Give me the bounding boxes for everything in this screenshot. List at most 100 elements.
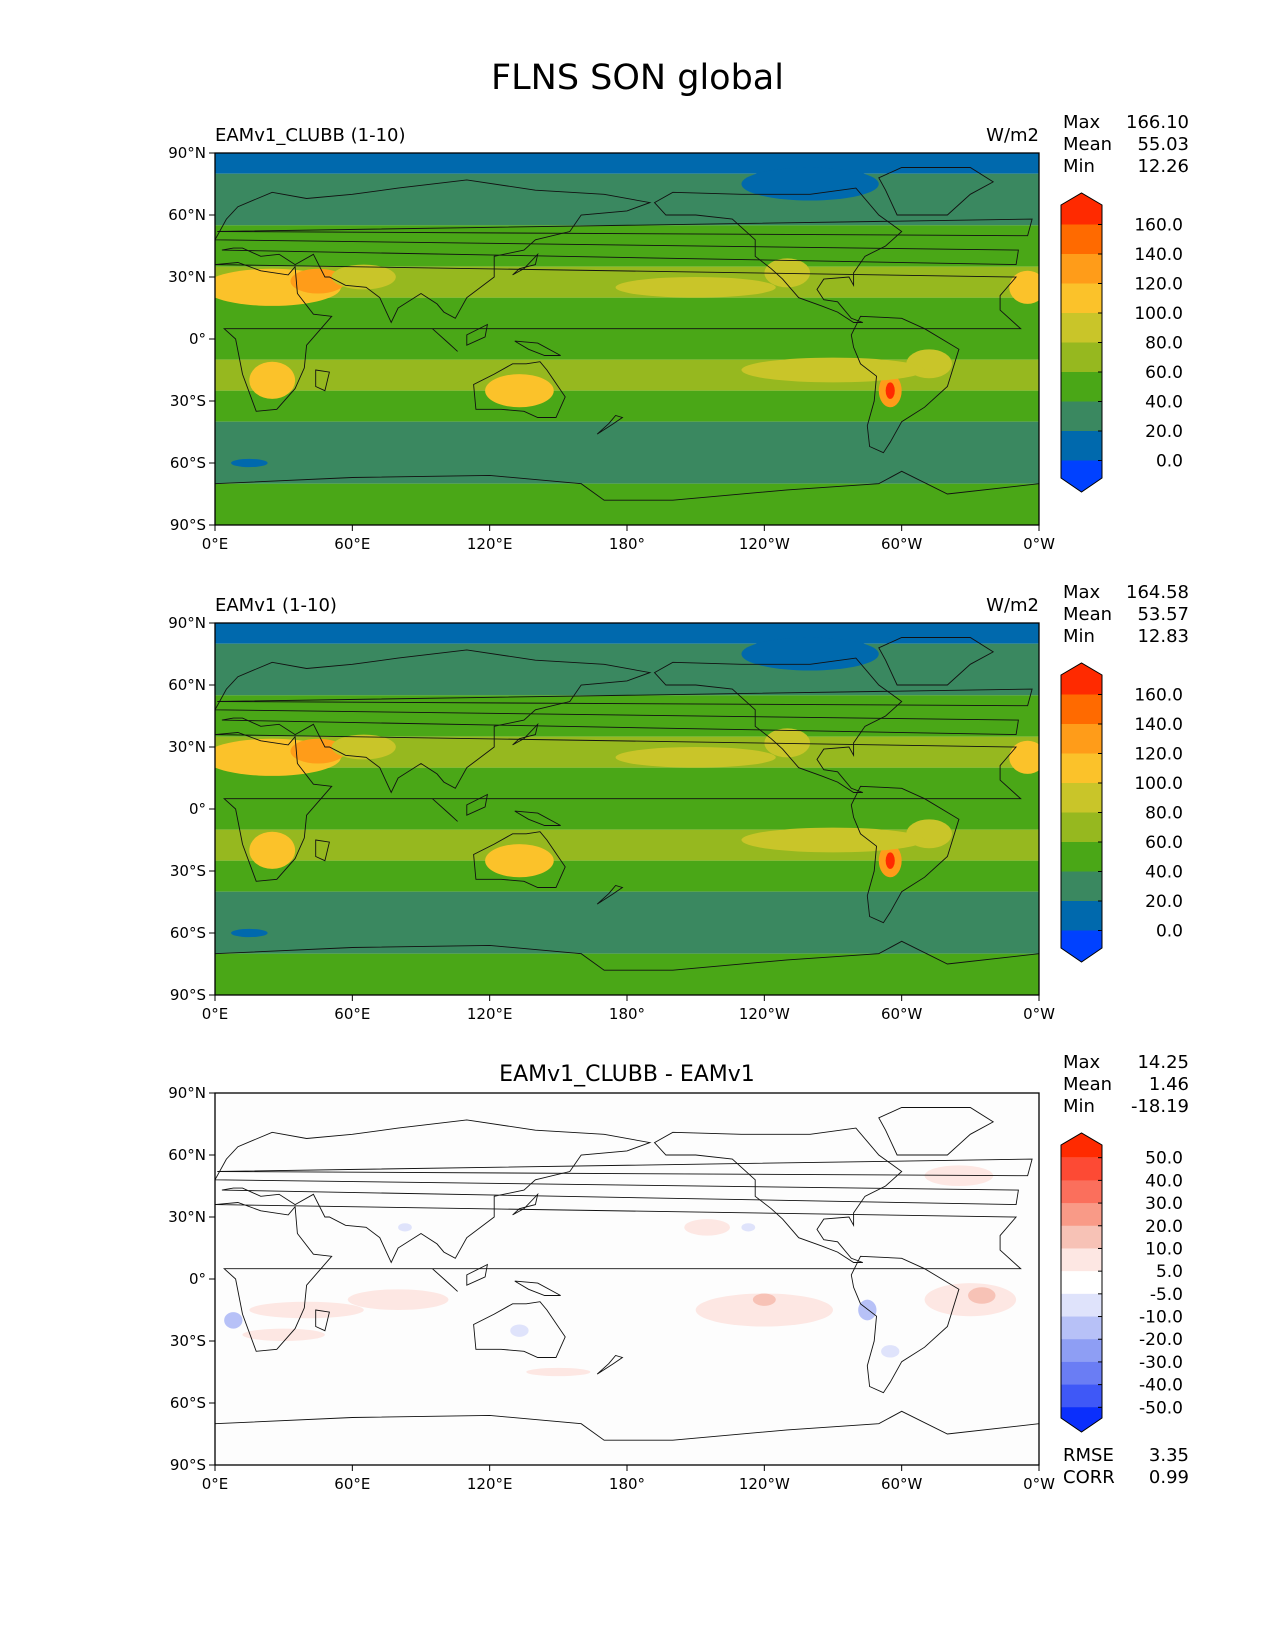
field-contour [764,258,811,288]
field-band [215,643,1039,696]
coastline [514,1280,561,1296]
colorbar-segment [1061,1316,1102,1340]
colorbar-segment [1061,1248,1102,1272]
colorbar-segment [1061,1203,1102,1227]
stat-label: Max [1063,112,1101,133]
stat-value: 14.25 [1137,1052,1189,1073]
field-contour [885,852,895,869]
x-tick-label: 120°E [467,535,513,553]
metric-value: 3.35 [1149,1445,1189,1466]
coastline [514,810,561,826]
x-tick-label: 60°E [334,1005,370,1023]
colorbar-label: 100.0 [1134,304,1183,324]
field-contour [510,1324,529,1337]
coastline [512,252,539,276]
field-contour [741,1223,756,1232]
y-tick-label: 90°N [168,144,206,162]
coastline [432,798,458,822]
colorbar-segment [1061,1361,1102,1386]
field-contour [526,1367,591,1377]
colorbar-segment [1061,1407,1102,1432]
field-band [215,891,1039,954]
coastline [653,657,903,793]
x-tick-label: 0°W [1023,535,1055,553]
panel-units: W/m2 [986,595,1039,616]
colorbar-segment [1061,694,1102,725]
stat-label: Min [1063,156,1095,177]
colorbar-label: 40.0 [1145,1171,1183,1191]
colorbar-label: 20.0 [1145,422,1183,442]
field-contour [231,458,268,468]
y-tick-label: 30°N [168,738,206,756]
panel-title: EAMv1_CLUBB - EAMv1 [499,1062,755,1087]
field-contour [741,827,925,853]
field-contour [764,728,811,758]
colorbar-label: 100.0 [1134,774,1183,794]
colorbar-label: -30.0 [1139,1353,1183,1373]
coastline [653,187,903,323]
x-tick-label: 60°W [881,535,923,553]
colorbar-label: 5.0 [1156,1262,1183,1282]
metric-label: CORR [1063,1467,1115,1488]
colorbar-label: -5.0 [1150,1285,1183,1305]
stat-label: Min [1063,626,1095,647]
colorbar-segment [1061,930,1102,962]
y-tick-label: 60°N [168,206,206,224]
field-contour [231,928,268,938]
stat-label: Min [1063,1096,1095,1117]
colorbar-segment [1061,342,1102,373]
field-contour [290,738,346,764]
colorbar-label: -40.0 [1139,1376,1183,1396]
colorbar-label: 80.0 [1145,334,1183,354]
field-band [215,225,1039,267]
coastline [315,839,330,862]
colorbar-label: -50.0 [1139,1398,1183,1418]
page-title: FLNS SON global [491,58,784,98]
x-tick-label: 180° [609,1005,645,1023]
y-tick-label: 30°N [168,1208,206,1226]
field-band [215,153,1039,174]
coastline [217,688,1033,707]
stat-label: Mean [1063,134,1112,155]
stat-value: 164.58 [1126,582,1189,603]
colorbar-label: 80.0 [1145,804,1183,824]
field-contour [1009,740,1039,774]
coastline [432,1268,458,1292]
field-contour [331,264,396,290]
coastline [466,793,489,816]
colorbar-label: 140.0 [1134,245,1183,265]
field-contour [242,1328,325,1342]
colorbar-label: 20.0 [1145,1217,1183,1237]
y-tick-label: 0° [189,330,206,348]
coastline [217,218,1033,237]
colorbar-segment [1061,724,1102,754]
colorbar-segment [1061,1271,1102,1295]
field-contour [752,1293,776,1306]
coastline [432,328,458,352]
field-contour [881,1345,900,1358]
field-contour [615,747,776,768]
colorbar-label: 40.0 [1145,393,1183,413]
colorbar-outline [1060,192,1103,493]
y-tick-label: 90°S [170,516,206,534]
field-band [215,953,1039,995]
coastline [512,1192,539,1216]
field-contour [858,1299,877,1321]
x-tick-label: 60°W [881,1005,923,1023]
colorbar-label: 30.0 [1145,1194,1183,1214]
x-tick-label: 0°E [202,1475,229,1493]
field-contour [741,167,879,201]
panel-title: EAMv1 (1-10) [215,595,337,616]
colorbar-segment [1061,254,1102,284]
coastline [215,649,1019,794]
field-contour [885,382,895,399]
colorbar-segment [1061,1293,1102,1318]
x-tick-label: 120°E [467,1475,513,1493]
x-tick-label: 120°W [739,1005,790,1023]
metric-label: RMSE [1063,1445,1114,1466]
y-tick-label: 90°N [168,1084,206,1102]
x-tick-label: 120°W [739,1475,790,1493]
coastline [215,179,1019,324]
coastline [596,884,624,905]
